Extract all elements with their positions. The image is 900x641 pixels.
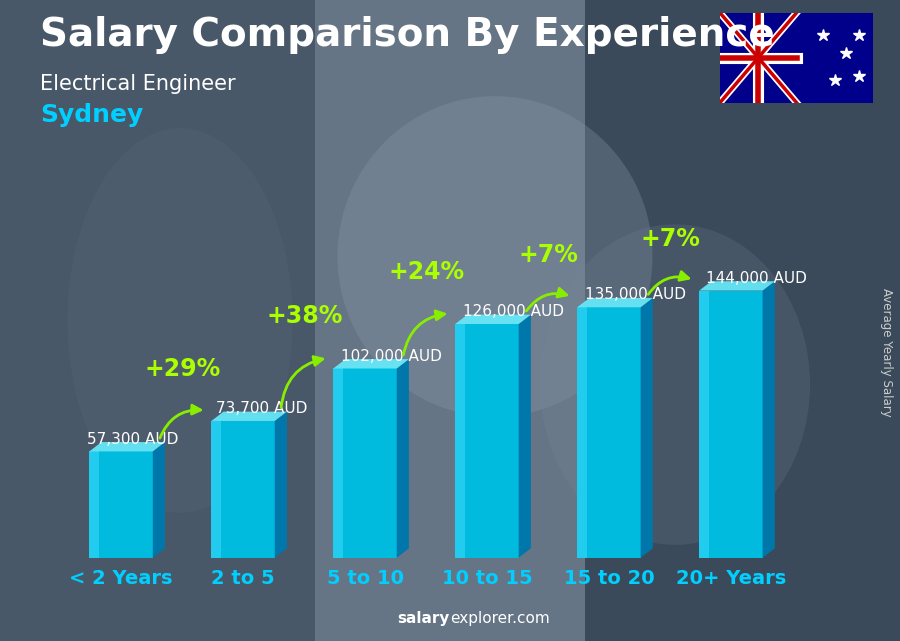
Polygon shape: [455, 315, 531, 324]
Text: Average Yearly Salary: Average Yearly Salary: [880, 288, 893, 417]
Polygon shape: [641, 298, 652, 558]
Polygon shape: [577, 298, 652, 307]
Polygon shape: [89, 451, 99, 558]
Ellipse shape: [68, 128, 292, 513]
Polygon shape: [212, 412, 287, 421]
FancyBboxPatch shape: [585, 0, 900, 641]
Text: +7%: +7%: [641, 226, 700, 251]
Polygon shape: [397, 359, 409, 558]
Polygon shape: [89, 451, 153, 558]
Text: salary: salary: [398, 611, 450, 626]
Text: explorer.com: explorer.com: [450, 611, 550, 626]
Polygon shape: [212, 421, 274, 558]
Polygon shape: [274, 412, 287, 558]
Polygon shape: [699, 290, 708, 558]
Polygon shape: [518, 315, 531, 558]
FancyBboxPatch shape: [315, 0, 585, 641]
Text: 73,700 AUD: 73,700 AUD: [216, 401, 308, 416]
Text: Salary Comparison By Experience: Salary Comparison By Experience: [40, 16, 775, 54]
Ellipse shape: [540, 224, 810, 545]
Text: +24%: +24%: [389, 260, 464, 284]
Polygon shape: [577, 307, 641, 558]
Polygon shape: [455, 324, 518, 558]
Polygon shape: [333, 369, 343, 558]
Text: 135,000 AUD: 135,000 AUD: [584, 287, 686, 303]
FancyBboxPatch shape: [0, 0, 315, 641]
Text: +29%: +29%: [145, 357, 220, 381]
Text: 126,000 AUD: 126,000 AUD: [463, 304, 563, 319]
Polygon shape: [455, 324, 464, 558]
Polygon shape: [333, 359, 409, 369]
Polygon shape: [577, 307, 587, 558]
Text: 144,000 AUD: 144,000 AUD: [706, 271, 807, 286]
Polygon shape: [699, 290, 762, 558]
Text: +7%: +7%: [518, 243, 579, 267]
Polygon shape: [89, 442, 165, 451]
Polygon shape: [153, 442, 165, 558]
Polygon shape: [212, 421, 220, 558]
Text: 102,000 AUD: 102,000 AUD: [340, 349, 442, 363]
Ellipse shape: [338, 96, 652, 417]
Polygon shape: [762, 281, 775, 558]
Text: Sydney: Sydney: [40, 103, 144, 126]
Polygon shape: [333, 369, 397, 558]
Polygon shape: [699, 281, 775, 290]
Text: +38%: +38%: [266, 304, 343, 328]
Text: Electrical Engineer: Electrical Engineer: [40, 74, 236, 94]
Text: 57,300 AUD: 57,300 AUD: [87, 431, 178, 447]
